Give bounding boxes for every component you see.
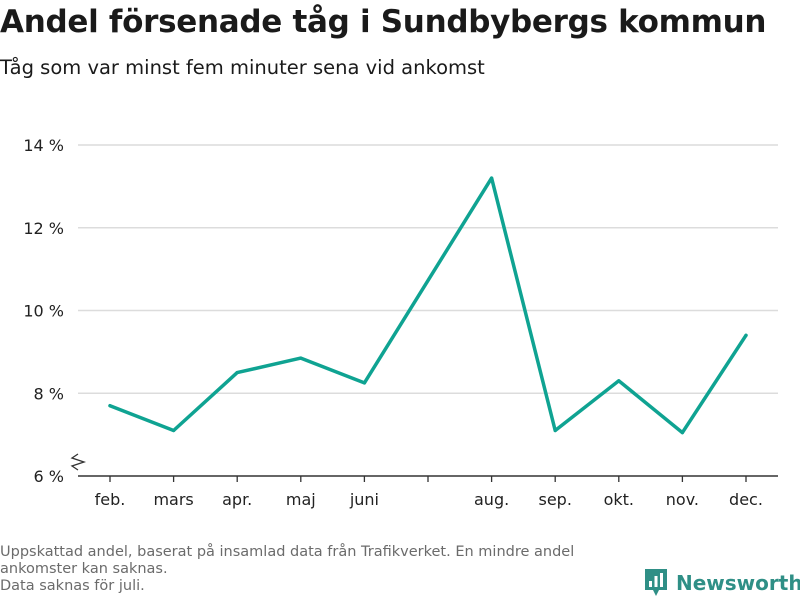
chart-subtitle: Tåg som var minst fem minuter sena vid a… xyxy=(0,56,485,79)
series-line xyxy=(108,176,748,435)
x-axis-ticks: feb. mars apr. maj juni aug. sep. okt. nov. dec. xyxy=(95,476,763,509)
y-tick-label: 6 % xyxy=(34,467,64,486)
x-tick-label: apr. xyxy=(222,490,252,509)
chart-title: Andel försenade tåg i Sundbybergs kommun xyxy=(0,4,767,40)
x-tick-label: okt. xyxy=(604,490,634,509)
x-tick-label: sep. xyxy=(538,490,571,509)
x-axis xyxy=(70,453,778,477)
x-tick-label: feb. xyxy=(95,490,126,509)
y-tick-label: 14 % xyxy=(23,136,64,155)
data-point xyxy=(362,381,366,385)
x-tick-label: aug. xyxy=(474,490,509,509)
data-point xyxy=(299,356,303,360)
data-point xyxy=(617,379,621,383)
footnote-source: Uppskattad andel, baserat på insamlad da… xyxy=(0,544,575,577)
data-point xyxy=(235,370,239,375)
y-axis-ticks: 6 % 8 % 10 % 12 % 14 % xyxy=(23,136,64,486)
newsworthy-logo[interactable]: Newsworthy xyxy=(644,568,800,598)
axis-break-mark xyxy=(70,453,87,471)
data-point xyxy=(680,430,685,435)
x-tick-label: juni xyxy=(349,490,379,509)
data-point xyxy=(553,428,557,433)
y-tick-label: 12 % xyxy=(23,219,64,238)
x-tick-label: maj xyxy=(286,490,316,509)
data-point xyxy=(172,428,176,433)
footnote: Uppskattad andel, baserat på insamlad da… xyxy=(0,544,630,595)
newsworthy-icon xyxy=(645,569,667,596)
x-tick-label: dec. xyxy=(729,490,763,509)
brand-name: Newsworthy xyxy=(676,571,800,595)
data-point xyxy=(744,333,748,337)
y-tick-label: 8 % xyxy=(34,384,64,403)
x-tick-label: mars xyxy=(153,490,193,509)
series xyxy=(108,176,748,435)
data-point xyxy=(490,176,494,180)
y-tick-label: 10 % xyxy=(23,302,64,321)
data-point xyxy=(108,404,112,408)
footnote-missing-data: Data saknas för juli. xyxy=(0,578,145,594)
gridlines xyxy=(78,144,778,394)
x-tick-label: nov. xyxy=(666,490,699,509)
